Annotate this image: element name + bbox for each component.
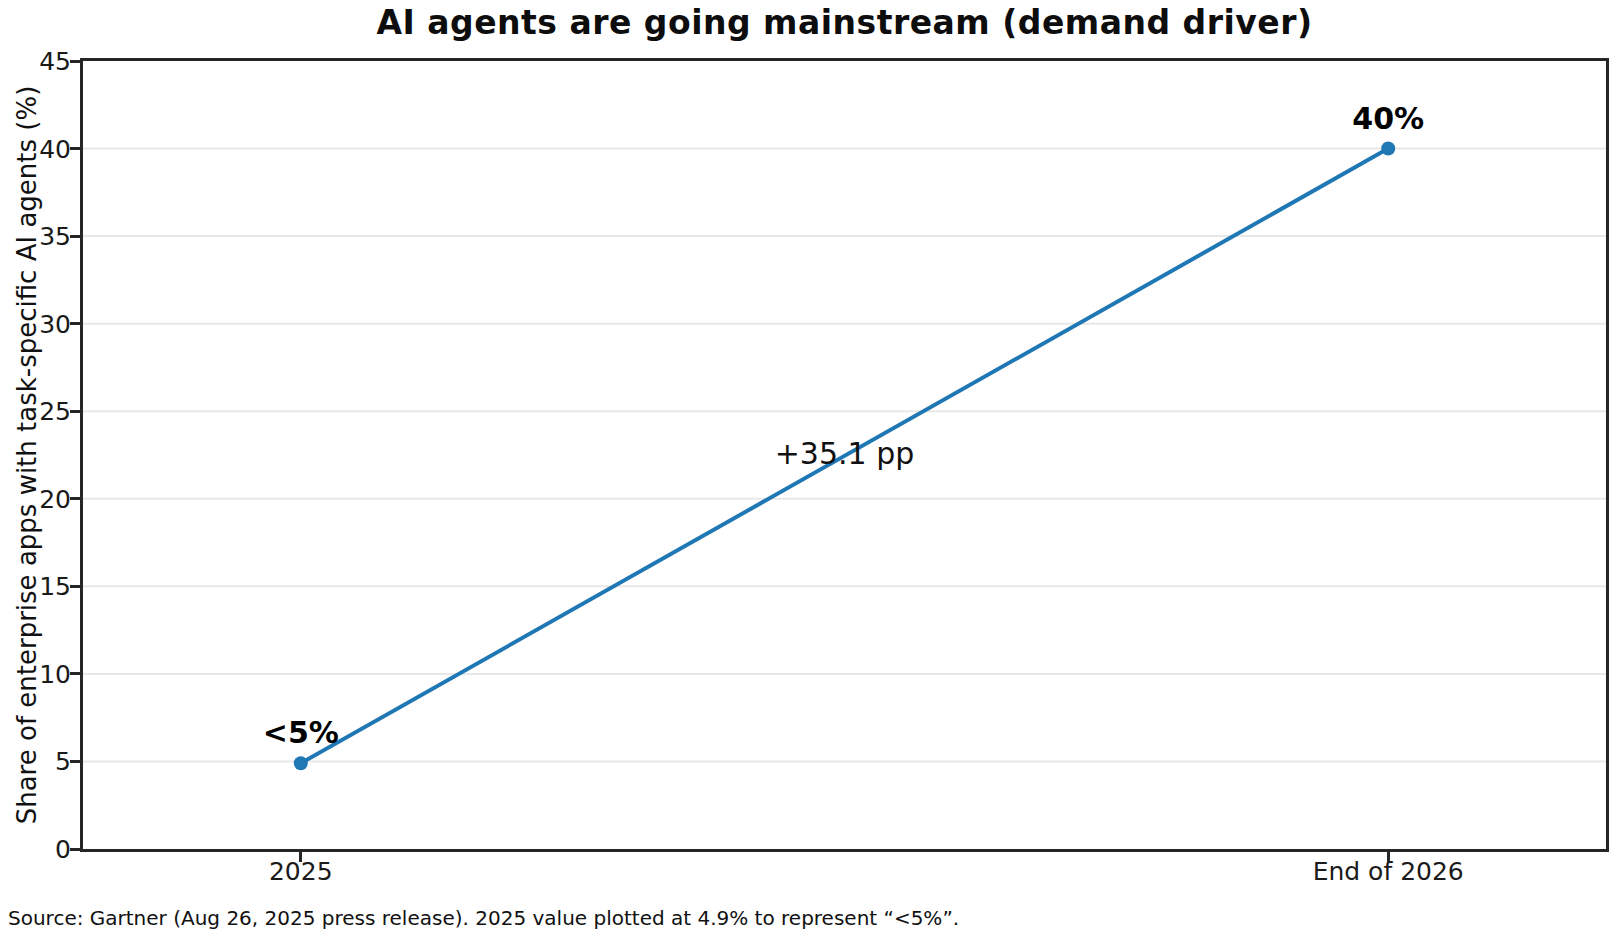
y-tick-mark — [70, 322, 80, 325]
y-tick-mark — [70, 410, 80, 413]
y-tick-mark — [70, 585, 80, 588]
y-tick-mark — [70, 235, 80, 238]
x-tick-mark — [299, 852, 302, 862]
y-tick-label: 45 — [0, 49, 71, 74]
y-tick-label: 35 — [0, 224, 71, 249]
x-tick-mark — [1387, 852, 1390, 862]
data-point-marker — [1381, 142, 1395, 156]
y-tick-label: 10 — [0, 661, 71, 686]
y-tick-label: 15 — [0, 574, 71, 599]
y-tick-label: 40 — [0, 136, 71, 161]
source-note: Source: Gartner (Aug 26, 2025 press rele… — [8, 906, 959, 930]
y-tick-label: 20 — [0, 486, 71, 511]
y-tick-mark — [70, 848, 80, 851]
y-tick-mark — [70, 672, 80, 675]
y-tick-label: 30 — [0, 311, 71, 336]
y-tick-label: 25 — [0, 399, 71, 424]
y-axis-label: Share of enterprise apps with task-speci… — [12, 86, 42, 825]
data-point-marker — [294, 756, 308, 770]
delta-annotation: +35.1 pp — [775, 439, 915, 469]
point-label: 40% — [1352, 104, 1424, 134]
chart-figure: AI agents are going mainstream (demand d… — [0, 0, 1619, 939]
y-tick-mark — [70, 497, 80, 500]
y-tick-mark — [70, 147, 80, 150]
point-label: <5% — [263, 718, 339, 748]
chart-title: AI agents are going mainstream (demand d… — [80, 3, 1609, 42]
y-tick-label: 0 — [0, 837, 71, 862]
y-tick-mark — [70, 60, 80, 63]
y-tick-label: 5 — [0, 749, 71, 774]
y-tick-mark — [70, 760, 80, 763]
